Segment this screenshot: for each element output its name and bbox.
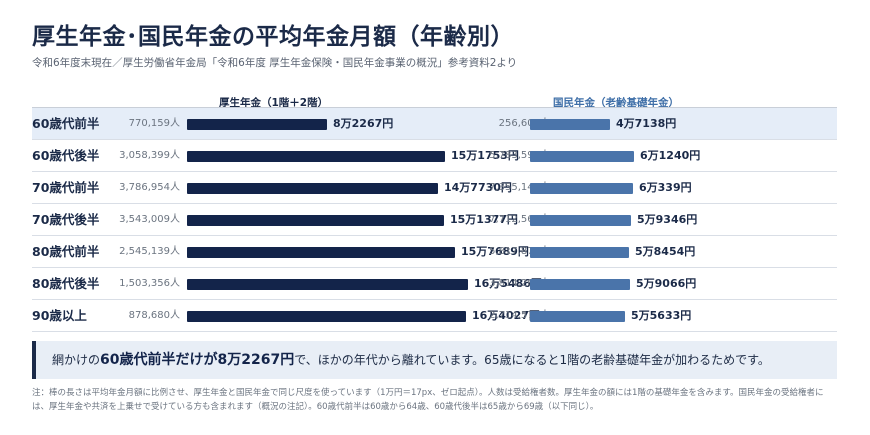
recipient-count: 3,058,399人	[119, 150, 180, 161]
source-subtitle: 令和6年度末現在／厚生労働省年金局「令和6年度 厚生年金保険・国民年金事業の概況…	[32, 57, 518, 69]
chart-row: 70歳代後半 3,543,009人 15万1377円 7,712,565人 5万9346…	[32, 204, 837, 236]
category-label: 70歳代前半	[32, 180, 100, 195]
callout-box: 網かけの60歳代前半だけが8万2267円で、ほかの年代から離れています。65歳に…	[32, 341, 837, 379]
recipient-count: 5,783,597人	[489, 150, 550, 161]
chart-row: 80歳代後半 1,503,356人 16万5486円 3,814,261人 5万9066…	[32, 268, 837, 300]
callout-prefix: 網かけの	[52, 353, 101, 367]
bar-mark	[530, 279, 630, 290]
recipient-count: 2,545,139人	[119, 246, 180, 257]
bar-mark	[530, 311, 625, 322]
recipient-count: 1,503,356人	[119, 278, 180, 289]
recipient-count: 770,159人	[128, 118, 180, 129]
category-label: 80歳代後半	[32, 276, 100, 291]
chart-row: 70歳代前半 3,786,954人 14万7730円 7,355,141人 6万339円	[32, 172, 837, 204]
page-title: 厚生年金･国民年金の平均年金月額（年齢別）	[32, 24, 514, 50]
category-label: 70歳代後半	[32, 212, 100, 227]
value-label: 8万2267円	[333, 117, 394, 130]
value-label: 6万339円	[639, 181, 692, 194]
value-label: 15万1753円	[451, 149, 519, 162]
recipient-count: 5,817,876人	[489, 246, 550, 257]
header-divider	[32, 107, 837, 108]
recipient-count: 3,543,009人	[119, 214, 180, 225]
bar-mark	[187, 311, 466, 322]
value-label: 15万1377円	[450, 213, 518, 226]
bar-mark	[187, 151, 445, 162]
category-label: 60歳代前半	[32, 116, 100, 131]
chart-row: 60歳代後半 3,058,399人 15万1753円 5,783,597人 6万1240…	[32, 140, 837, 172]
recipient-count: 878,680人	[128, 310, 180, 321]
bar-mark	[530, 183, 633, 194]
value-label: 5万9066円	[636, 277, 697, 290]
category-label: 90歳以上	[32, 308, 87, 323]
bar-mark	[530, 151, 634, 162]
category-label: 80歳代前半	[32, 244, 100, 259]
callout-emphasis: 60歳代前半だけが8万2267円	[100, 352, 295, 368]
value-label: 5万5633円	[631, 309, 692, 322]
recipient-count: 256,603人	[498, 118, 550, 129]
footnote: 注：棒の長さは平均年金月額に比例させ、厚生年金と国民年金で同じ尺度を使っています…	[32, 388, 824, 412]
value-label: 6万1240円	[640, 149, 701, 162]
callout-text: 網かけの60歳代前半だけが8万2267円で、ほかの年代から離れています。65歳に…	[52, 341, 770, 379]
callout-suffix: で、ほかの年代から離れています。65歳になると1階の老齢基礎年金が加わるためです…	[294, 353, 770, 367]
value-label: 5万8454円	[635, 245, 696, 258]
bar-mark	[187, 247, 455, 258]
value-label: 5万9346円	[637, 213, 698, 226]
recipient-count: 2,714,574人	[489, 310, 550, 321]
value-label: 16万5486円	[474, 277, 542, 290]
recipient-count: 3,786,954人	[119, 182, 180, 193]
bar-mark	[187, 183, 438, 194]
bar-mark	[187, 279, 468, 290]
value-label: 15万7689円	[461, 245, 529, 258]
bar-mark	[530, 247, 629, 258]
chart-row: 60歳代前半 770,159人 8万2267円 256,603人 4万7138円	[32, 108, 837, 140]
recipient-count: 7,712,565人	[489, 214, 550, 225]
chart-row: 90歳以上 878,680人 16万4027円 2,714,574人 5万5633円	[32, 300, 837, 332]
bar-mark	[187, 119, 327, 130]
value-label: 14万7730円	[444, 181, 512, 194]
bar-mark	[187, 215, 444, 226]
bar-mark	[530, 215, 631, 226]
series-header-kosei: 厚生年金（1階＋2階）	[219, 97, 329, 109]
value-label: 4万7138円	[616, 117, 677, 130]
value-label: 16万4027円	[472, 309, 540, 322]
category-label: 60歳代後半	[32, 148, 100, 163]
recipient-count: 3,814,261人	[489, 278, 550, 289]
chart-row: 80歳代前半 2,545,139人 15万7689円 5,817,876人 5万8454…	[32, 236, 837, 268]
series-header-kokumin: 国民年金（老齢基礎年金）	[553, 97, 679, 109]
bar-mark	[530, 119, 610, 130]
chart-rows: 60歳代前半 770,159人 8万2267円 256,603人 4万7138円 60歳代…	[32, 108, 837, 332]
recipient-count: 7,355,141人	[489, 182, 550, 193]
